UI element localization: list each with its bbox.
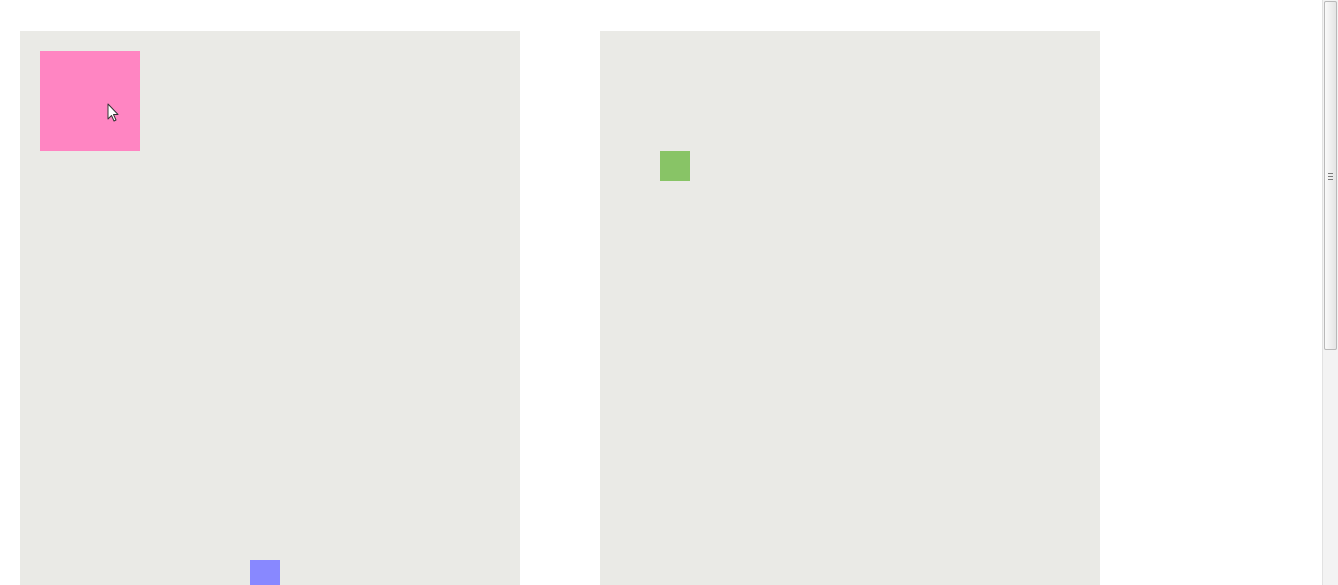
- blue-draggable-box[interactable]: [250, 560, 280, 585]
- scrollbar-grip-icon: [1328, 173, 1333, 180]
- green-draggable-box[interactable]: [660, 151, 690, 181]
- scrollbar-thumb[interactable]: [1324, 1, 1337, 350]
- right-drop-zone[interactable]: [600, 31, 1100, 585]
- vertical-scrollbar[interactable]: [1322, 0, 1338, 585]
- pink-draggable-box[interactable]: [40, 51, 140, 151]
- left-drop-zone[interactable]: [20, 31, 520, 585]
